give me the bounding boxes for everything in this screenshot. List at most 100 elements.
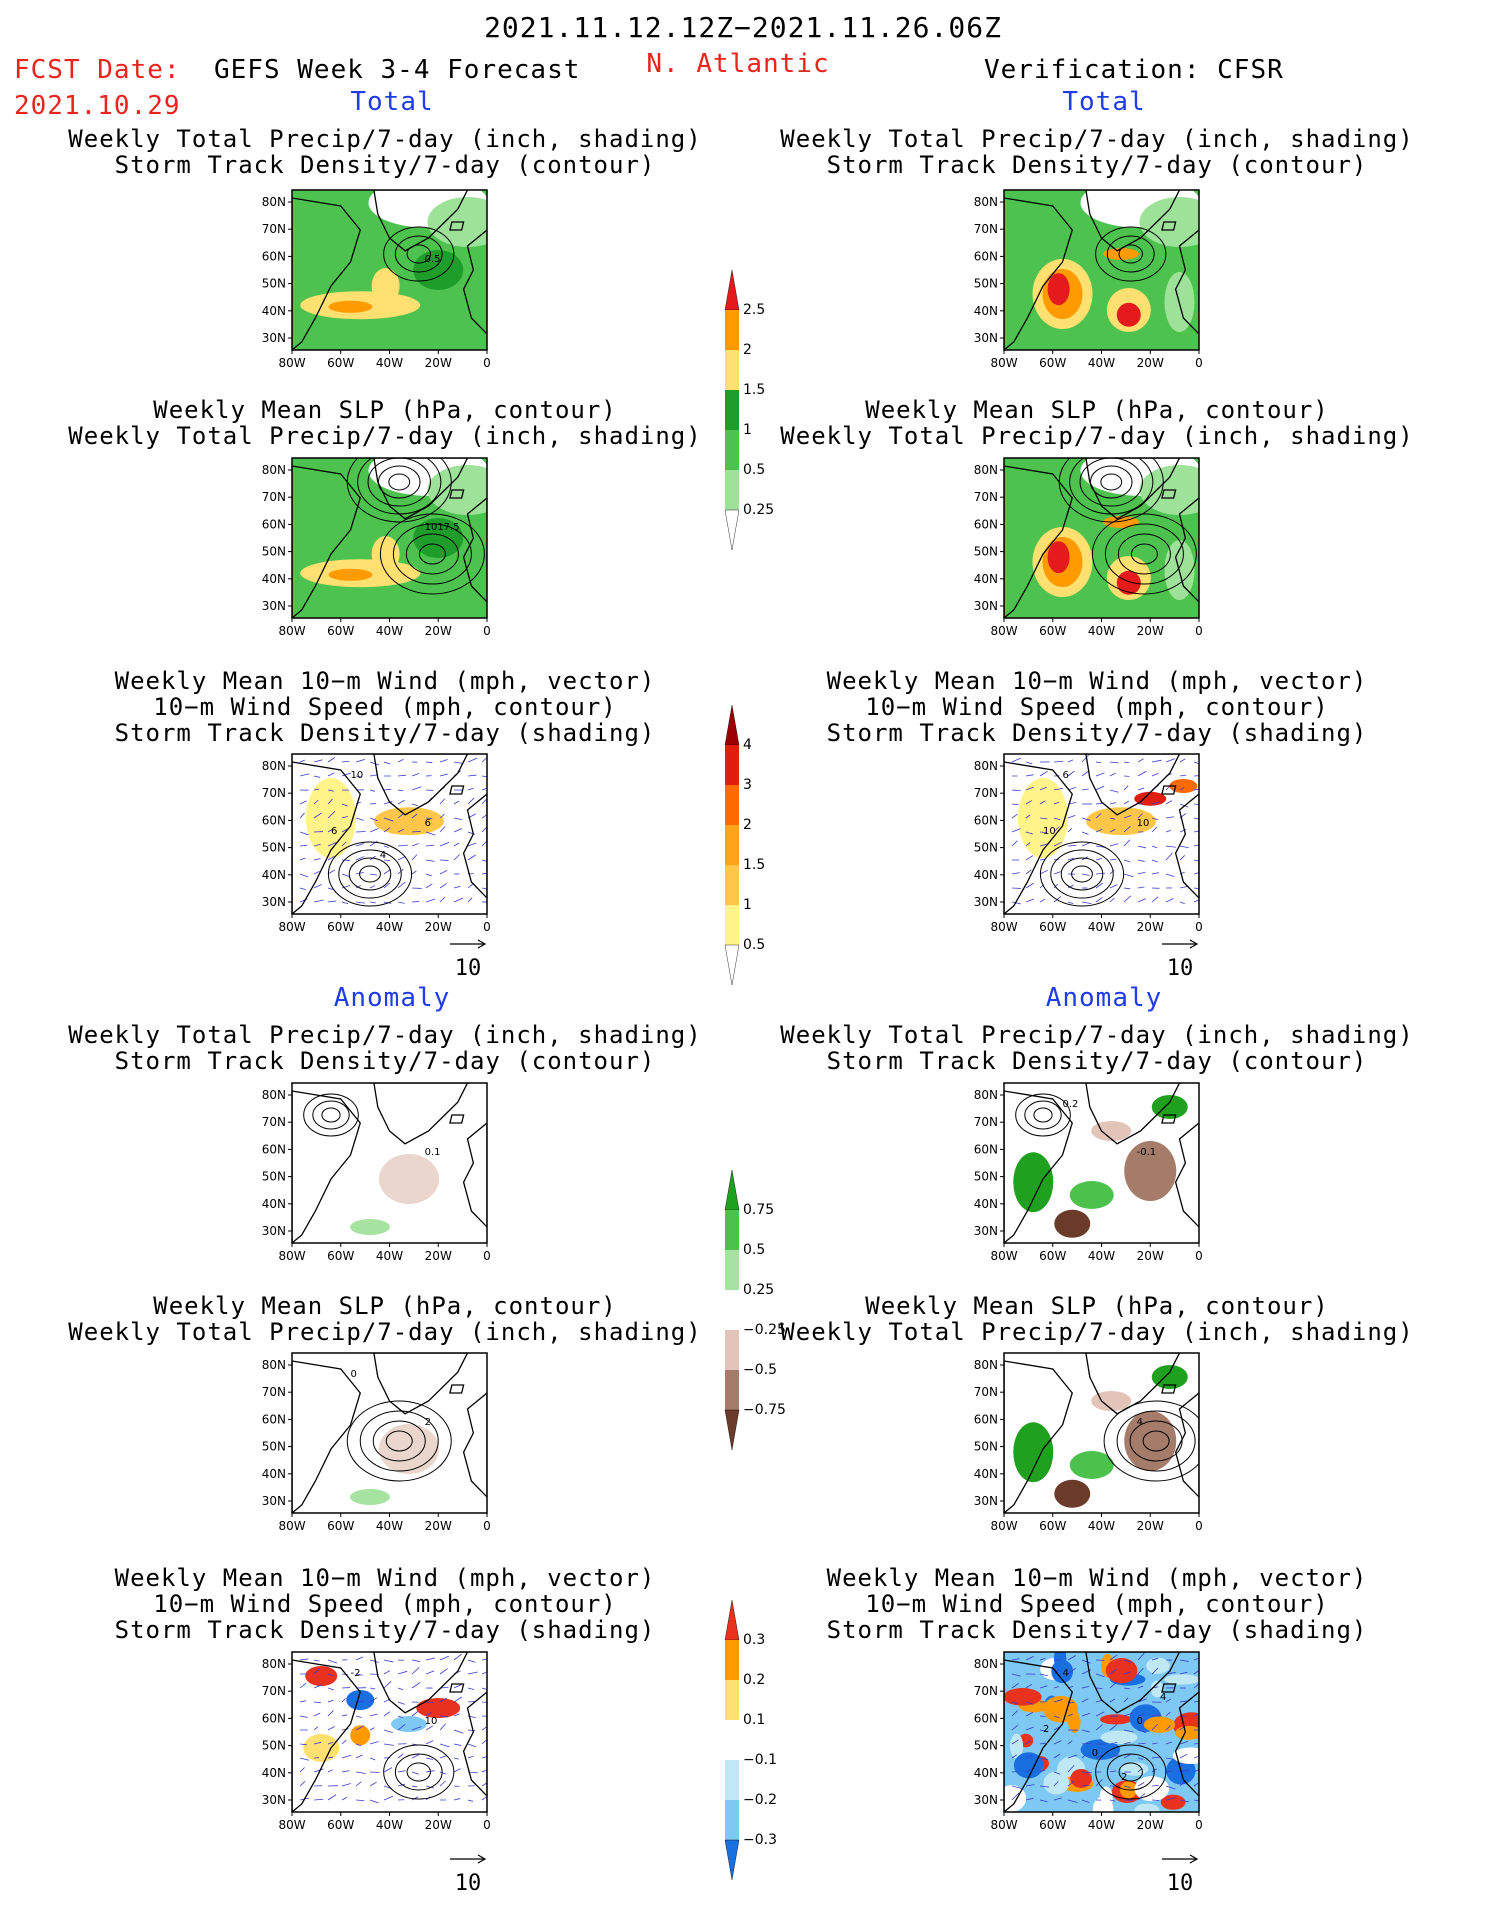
wind-vector	[425, 859, 435, 862]
wind-vector	[1053, 883, 1058, 889]
contour-label: 0	[351, 1369, 357, 1380]
wind-vector	[1081, 1659, 1091, 1664]
precip-streak	[1103, 248, 1139, 260]
wind-vector	[1179, 1799, 1190, 1803]
wind-vector	[1109, 1754, 1120, 1759]
map-frame: 2 0 80N 70N 60N 50N 40N 30N 80W 60W 40W 20W 0	[262, 1352, 491, 1533]
wind-vector	[1053, 801, 1060, 805]
wind-vector	[1109, 1770, 1117, 1773]
wind-vector	[1081, 1712, 1091, 1717]
anom-cell	[1100, 1714, 1132, 1725]
wind-vector	[299, 773, 310, 777]
wind-vector	[383, 801, 393, 805]
lat-tick-label: 80N	[974, 759, 998, 773]
wind-vector	[383, 882, 391, 889]
wind-vector	[1137, 1782, 1145, 1787]
wind-vector	[341, 1770, 350, 1773]
wind-vector	[453, 1729, 464, 1734]
wind-vector	[355, 1781, 362, 1787]
wind-vector	[313, 1712, 321, 1717]
contour-label: 6	[331, 826, 337, 837]
colorbar-storm-anom-cap-top	[724, 1599, 740, 1641]
wind-vector	[1025, 814, 1031, 819]
panel-title-r1-c1-l0: Weekly Mean SLP (hPa, contour)	[865, 396, 1329, 424]
section-anomaly-right: Anomaly	[1045, 983, 1163, 1013]
wind-vector	[327, 757, 336, 763]
wind-vector	[397, 881, 406, 889]
wind-vector	[355, 1771, 366, 1774]
map-frame: 10 6 10 80N 70N 60N 50N 40N 30N 80W 60W 40W 20W 0	[974, 753, 1203, 934]
wind-vector	[1011, 1710, 1018, 1717]
map-frame: 80N 70N 60N 50N 40N 30N 80W 60W 40W 20W 0	[974, 457, 1203, 638]
wind-vector	[369, 1713, 378, 1717]
slp-anom-contour-2	[1129, 1420, 1183, 1462]
map-panel-r5-c0: 10 -2 80N 70N 60N 50N 40N 30N 80W 60W 40W 20W 0	[247, 1647, 502, 1851]
wind-vector	[1039, 1742, 1046, 1745]
wind-vector	[439, 1743, 450, 1748]
colorbar-storm-anom: 0.3 0.2 0.1 −0.1 −0.2 −0.3	[724, 1599, 777, 1881]
wind-vector	[1081, 1729, 1090, 1733]
lat-tick-label: 40N	[974, 1197, 998, 1211]
lon-tick-label: 40W	[376, 1249, 403, 1263]
wind-vector	[481, 887, 487, 890]
coastline-0	[1085, 458, 1181, 520]
lat-tick-label: 50N	[974, 545, 998, 559]
panel-title-r5-c0-l0: Weekly Mean 10−m Wind (mph, vector)	[114, 1564, 656, 1592]
wind-vector	[1067, 1780, 1075, 1787]
map-frame: 80N 70N 60N 50N 40N 30N 80W 60W 40W 20W 0	[974, 189, 1203, 370]
wind-vector	[1095, 882, 1104, 889]
wind-vector	[327, 855, 335, 861]
lat-tick-label: 60N	[974, 1142, 998, 1156]
wind-vector	[1151, 1657, 1159, 1661]
map-frame: 1017.5 80N 70N 60N 50N 40N 30N 80W 60W 40W 20W 0	[262, 457, 491, 638]
slp-contour-low-4	[1091, 513, 1197, 595]
wind-vector	[1039, 800, 1046, 805]
slp-contour-high-3	[1079, 458, 1143, 507]
wind-vector	[341, 772, 351, 777]
wind-vector	[369, 1697, 378, 1703]
dry-anom	[379, 1424, 439, 1474]
wind-vector	[1137, 871, 1146, 875]
wind-vector	[1151, 801, 1161, 805]
coastline-1	[1004, 197, 1073, 350]
wind-vector	[1151, 859, 1158, 863]
wind-vector	[355, 1656, 364, 1661]
wind-anom-contour-1	[406, 1762, 431, 1782]
coastline-1	[292, 1090, 361, 1243]
wind-speed-contour-1	[359, 865, 381, 883]
wind-vector	[341, 901, 349, 905]
wind-vector	[369, 789, 376, 792]
wind-vector	[355, 1725, 365, 1731]
wind-vector	[1011, 840, 1018, 847]
storm-anom-contour-1	[321, 1107, 341, 1123]
coastline-0	[1085, 1353, 1181, 1415]
wind-vector	[411, 870, 417, 875]
vector-reference-label: 10	[454, 1871, 482, 1896]
coastline-2	[462, 497, 487, 603]
contour-label: 0	[1092, 1748, 1098, 1759]
wind-vector	[439, 813, 445, 819]
wind-vector	[341, 828, 349, 833]
contour-label: 0.5	[425, 254, 441, 265]
contour-label: 6	[1063, 770, 1069, 781]
map-panel-r4-c1: 4 80N 70N 60N 50N 40N 30N 80W 60W 40W 20W 0	[959, 1348, 1214, 1552]
coastline-0	[373, 1353, 469, 1415]
wind-vector	[1137, 845, 1147, 849]
storm-anom-contour-2	[312, 1100, 350, 1130]
wind-vector	[1053, 1781, 1059, 1787]
wind-vector	[1067, 844, 1077, 847]
wind-vector	[1165, 873, 1175, 877]
wind-vector	[467, 883, 474, 889]
wind-vector	[411, 1682, 421, 1689]
wind-vector	[355, 817, 364, 821]
colorbar-precip-total: 2.5 2 1.5 1 0.5 0.25	[724, 269, 774, 551]
wind-vector	[453, 1743, 462, 1746]
lon-tick-label: 20W	[425, 1519, 452, 1533]
wind-vector	[467, 787, 474, 791]
wind-speed-contour-3	[338, 849, 402, 899]
wind-vector	[439, 1723, 447, 1731]
dry-anom-2	[1054, 1209, 1091, 1238]
panel-title-r3-c0-l1: Storm Track Density/7-day (contour)	[114, 1047, 656, 1075]
wind-vector	[481, 827, 487, 833]
wind-vector	[383, 869, 391, 875]
